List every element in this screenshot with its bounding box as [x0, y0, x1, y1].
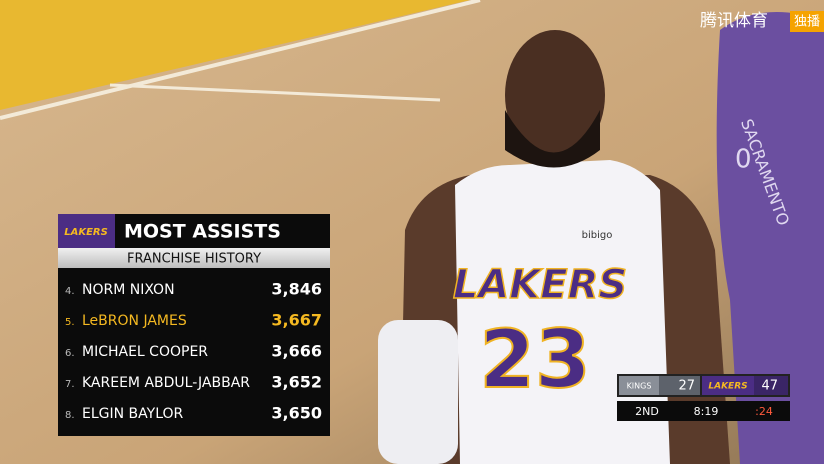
- rows: 4. NORM NIXON 3,846 5. LeBRON JAMES 3,667 6. MI…: [65, 280, 322, 423]
- graphic-title: MOST ASSISTS: [124, 221, 281, 243]
- row-name: ELGIN BAYLOR: [82, 406, 184, 422]
- row-value: 3,846: [271, 280, 322, 299]
- watermark-badge: 独播: [794, 15, 820, 30]
- logo-bg: [58, 214, 115, 248]
- opponent-player: [716, 12, 824, 464]
- row-value: 3,667: [271, 311, 322, 330]
- arm-sleeve: [378, 320, 458, 464]
- row-name: MICHAEL COOPER: [82, 344, 208, 360]
- row-rank: 5.: [65, 317, 75, 328]
- shot-clock: :24: [755, 405, 773, 418]
- game-clock: 8:19: [694, 405, 719, 418]
- row-value: 3,650: [271, 404, 322, 423]
- clock-bar: [617, 401, 790, 421]
- row-rank: 4.: [65, 286, 75, 297]
- row-rank: 7.: [65, 379, 75, 390]
- row-name: KAREEM ABDUL-JABBAR: [82, 375, 250, 391]
- court-line: [0, 0, 481, 120]
- graphic-subtitle: FRANCHISE HISTORY: [127, 252, 261, 267]
- away-team: KINGS: [627, 382, 652, 391]
- court-paint: [0, 0, 470, 110]
- row-rank: 6.: [65, 348, 75, 359]
- player-jersey: [455, 160, 670, 464]
- away-score-bg: [659, 376, 700, 395]
- row-value: 3,666: [271, 342, 322, 361]
- jersey-sponsor: bibigo: [582, 230, 613, 241]
- away-logo-bg: [619, 376, 659, 395]
- team-logo: LAKERS: [64, 227, 108, 238]
- jersey-team: LAKERS: [453, 262, 627, 308]
- row-rank: 8.: [65, 410, 75, 421]
- home-score: 47: [761, 379, 778, 394]
- watermark-badge-bg: [790, 11, 824, 32]
- row-name: NORM NIXON: [82, 282, 175, 298]
- row-name: LeBRON JAMES: [82, 313, 187, 329]
- subtitle-bar: [58, 248, 330, 268]
- court-line: [109, 83, 441, 102]
- away-score: 27: [678, 379, 695, 394]
- period: 2ND: [635, 405, 659, 418]
- home-score-bg: [754, 376, 788, 395]
- player-beard: [505, 110, 600, 168]
- row-value: 3,652: [271, 373, 322, 392]
- home-logo-bg: [702, 376, 754, 395]
- player-head: [505, 30, 605, 160]
- watermark-brand: 腾讯体育: [700, 11, 768, 31]
- opponent-jersey-number: 0: [735, 145, 752, 175]
- jersey-number: 23: [479, 313, 590, 406]
- home-team: LAKERS: [708, 382, 747, 392]
